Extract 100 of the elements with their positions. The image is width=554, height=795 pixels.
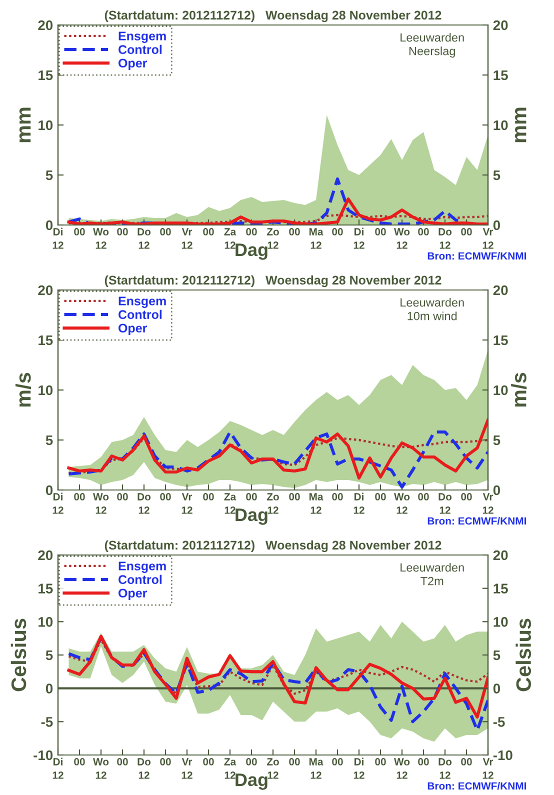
y2-tick-label: 5: [493, 435, 500, 446]
x-tick-label: 00: [418, 493, 429, 500]
x-tick-label: 00: [246, 758, 257, 766]
legend-label: Oper: [118, 324, 147, 336]
y2-tick-label: -5: [493, 717, 505, 727]
x-tick-label: Di 12: [354, 492, 364, 514]
x-tick-label: Di 12: [354, 758, 364, 779]
y2-tick-label: 0: [493, 220, 500, 230]
line-series: [68, 436, 488, 474]
x-tick-label: 00: [203, 758, 214, 766]
chart-title: (Startdatum: 2012112712) Woensdag 28 November 2012: [104, 540, 442, 552]
y2-axis-title: Celsius: [516, 618, 532, 692]
y-tick-label: 20: [38, 285, 53, 296]
y2-tick-label: 0: [493, 684, 500, 694]
x-tick-label: 00: [160, 758, 171, 766]
annotation: Leeuwarden T2m: [400, 563, 464, 586]
x-tick-label: Vr 12: [182, 758, 192, 779]
y-tick-label: 10: [38, 617, 53, 627]
y-tick-label: 15: [38, 70, 53, 80]
y-tick-label: 5: [46, 650, 53, 660]
y2-tick-label: 15: [494, 584, 508, 594]
x-tick-label: 00: [375, 493, 386, 500]
x-tick-label: Wo 12: [93, 758, 109, 779]
y2-tick-label: 20: [493, 550, 508, 560]
y-tick-label: 20: [38, 20, 53, 30]
x-tick-label: 00: [203, 228, 214, 236]
y2-tick-label: 5: [493, 650, 500, 660]
chart-title: (Startdatum: 2012112712) Woensdag 28 November 2012: [104, 275, 442, 288]
legend-label: Ensgem: [118, 32, 166, 43]
x-tick-label: Do 12: [438, 493, 452, 514]
y-tick-label: 20: [38, 550, 53, 560]
text: Bron: ECMWF/KNMI: [428, 252, 526, 260]
x-tick-label: 00: [160, 228, 171, 236]
y-tick-label: 5: [46, 170, 53, 180]
x-tick-label: Di 12: [52, 758, 64, 779]
y-tick-label: 10: [38, 385, 53, 396]
x-tick-label: 00: [117, 493, 128, 500]
x-tick-label: Zo 12: [266, 758, 279, 779]
y2-tick-label: -10: [493, 750, 512, 760]
x-tick-label: 00: [332, 758, 343, 766]
x-tick-label: 00: [332, 228, 343, 236]
x-tick-label: Ma 12: [309, 493, 324, 514]
y2-tick-label: 20: [493, 285, 508, 296]
x-tick-label: 00: [332, 493, 343, 500]
legend-label: Control: [118, 574, 162, 584]
x-tick-label: Za 12: [224, 228, 236, 249]
y-tick-label: 5: [46, 435, 53, 446]
x-tick-label: Do 12: [438, 758, 452, 779]
x-tick-label: 00: [461, 493, 472, 500]
y-tick-label: 0: [46, 485, 53, 496]
y2-axis-title: mm: [514, 108, 526, 142]
x-tick-label: 00: [418, 758, 429, 766]
y-axis-title: mm: [19, 108, 31, 142]
annotation: Leeuwarden 10m wind: [400, 298, 464, 320]
legend-label: Oper: [118, 588, 147, 600]
y2-tick-label: 15: [494, 335, 508, 346]
x-axis-title: Dag: [236, 774, 268, 790]
y2-axis-title: m/s: [511, 372, 527, 407]
line-series: [67, 418, 488, 480]
x-tick-label: Di 12: [52, 228, 64, 249]
x-tick-label: 00: [160, 493, 171, 500]
x-tick-label: Vr 12: [182, 228, 192, 249]
x-tick-label: Wo 12: [93, 493, 109, 514]
x-tick-label: Zo 12: [266, 493, 279, 514]
y2-tick-label: 5: [493, 170, 500, 180]
x-tick-label: Do 12: [138, 758, 151, 779]
line-series: [68, 638, 488, 695]
y-axis-title: Celsius: [10, 618, 26, 692]
x-tick-label: Za 12: [224, 493, 236, 514]
x-tick-label: Vr 12: [482, 758, 494, 779]
x-tick-label: Di 12: [52, 492, 64, 514]
x-tick-label: Do 12: [138, 493, 151, 514]
y-axis-title: m/s: [15, 372, 32, 407]
y-tick-label: 15: [38, 584, 53, 594]
x-tick-label: 00: [246, 493, 257, 500]
y-tick-label: -10: [34, 750, 53, 760]
x-tick-label: 00: [289, 758, 300, 766]
x-tick-label: Wo 12: [394, 228, 410, 249]
x-tick-label: 00: [461, 758, 472, 766]
x-tick-label: Wo 12: [93, 228, 109, 249]
x-tick-label: Di 12: [354, 228, 364, 249]
x-tick-label: 00: [289, 228, 300, 236]
line-series: [67, 197, 488, 225]
x-tick-label: Vr 12: [482, 493, 494, 514]
y-tick-label: 10: [38, 120, 53, 130]
y-tick-label: -5: [41, 717, 53, 727]
x-tick-label: Do 12: [438, 228, 452, 249]
y2-tick-label: 10: [494, 385, 508, 396]
legend-label: Ensgem: [118, 562, 166, 573]
legend-label: Control: [118, 310, 162, 320]
y2-tick-label: 0: [493, 485, 500, 496]
x-tick-label: Vr 12: [182, 493, 192, 514]
text: Bron: ECMWF/KNMI: [428, 782, 526, 790]
y-tick-label: 0: [46, 220, 53, 230]
y2-tick-label: 10: [494, 617, 508, 627]
legend-label: Oper: [118, 58, 147, 70]
x-tick-label: 00: [117, 758, 128, 766]
text: Bron: ECMWF/KNMI: [428, 517, 526, 525]
x-tick-label: 00: [289, 493, 300, 500]
legend-label: Control: [118, 44, 162, 54]
